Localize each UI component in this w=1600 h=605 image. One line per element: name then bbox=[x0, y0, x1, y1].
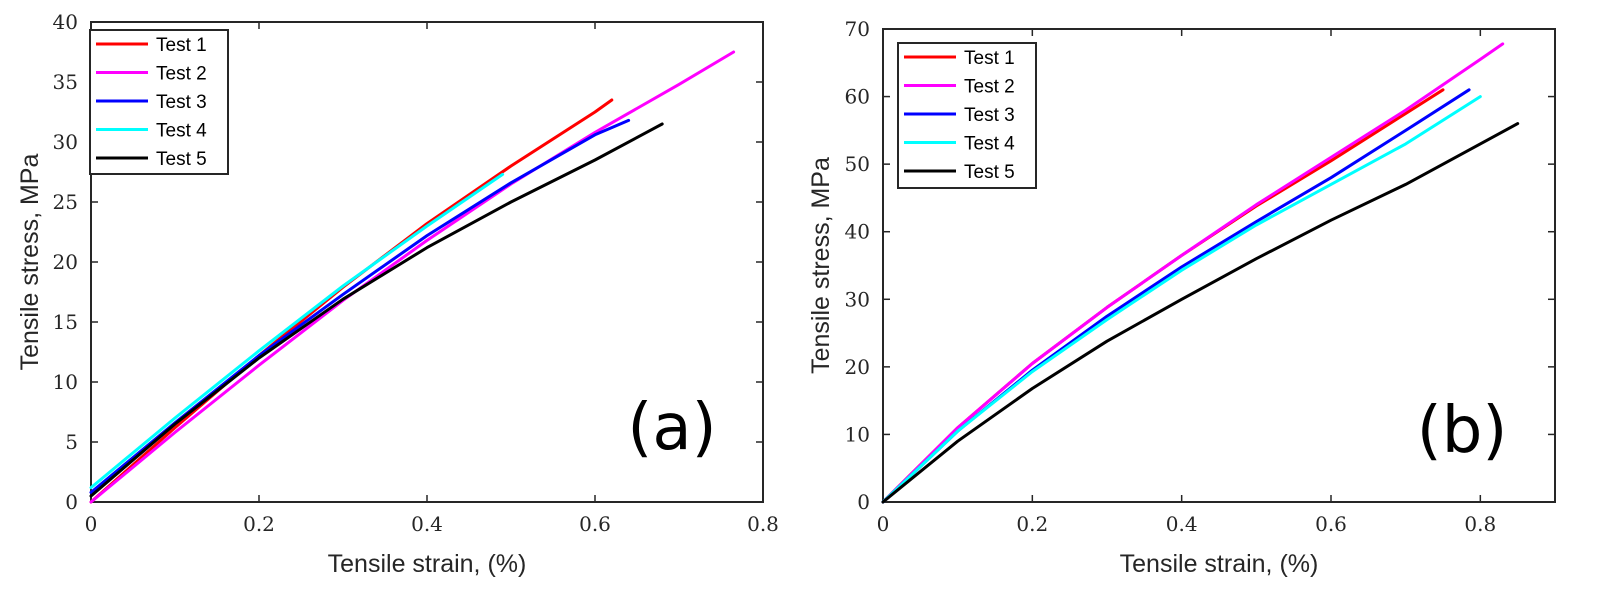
a-y-tick-label: 25 bbox=[53, 190, 78, 214]
b-legend-label-test-2: Test 2 bbox=[964, 77, 1015, 98]
b-legend-label-test-5: Test 5 bbox=[964, 162, 1015, 183]
b-y-tick-label: 70 bbox=[845, 17, 870, 41]
b-x-axis-label: Tensile strain, (%) bbox=[1120, 550, 1319, 578]
a-legend-label-test-2: Test 2 bbox=[156, 64, 207, 85]
a-x-tick-label: 0.4 bbox=[411, 512, 443, 536]
a-series-line-test-2 bbox=[89, 50, 736, 504]
a-y-axis-label: Tensile stress, MPa bbox=[16, 154, 44, 371]
b-y-axis-label: Tensile stress, MPa bbox=[807, 157, 835, 374]
a-legend-label-test-4: Test 4 bbox=[156, 121, 207, 142]
b-series-line-test-4 bbox=[881, 95, 1482, 504]
b-series-line-test-5 bbox=[881, 122, 1520, 504]
b-y-tick-label: 0 bbox=[857, 490, 870, 514]
a-y-tick-label: 5 bbox=[65, 430, 78, 454]
b-series-line-test-2 bbox=[881, 42, 1505, 504]
a-y-tick-label: 20 bbox=[53, 250, 78, 274]
b-y-tick-label: 10 bbox=[845, 422, 870, 446]
b-x-tick-label: 0.4 bbox=[1166, 512, 1198, 536]
b-x-tick-label: 0 bbox=[877, 512, 890, 536]
chart-b: 0 0.2 0.4 0.6 0.8 0 10 20 30 40 50 60 70 Tensile stra… bbox=[807, 17, 1556, 578]
b-x-tick-label: 0.6 bbox=[1315, 512, 1347, 536]
a-panel-label: (a) bbox=[627, 391, 716, 465]
b-y-tick-label: 60 bbox=[845, 85, 870, 109]
b-y-tick-label: 40 bbox=[845, 220, 870, 244]
a-x-tick-label: 0 bbox=[85, 512, 98, 536]
a-x-tick-label: 0.6 bbox=[579, 512, 611, 536]
b-panel-label: (b) bbox=[1417, 394, 1508, 468]
b-legend-label-test-4: Test 4 bbox=[964, 134, 1015, 155]
b-legend-label-test-3: Test 3 bbox=[964, 105, 1015, 126]
a-x-tick-label: 0.8 bbox=[747, 512, 779, 536]
a-series-line-test-5 bbox=[89, 122, 664, 498]
a-legend-label-test-3: Test 3 bbox=[156, 92, 207, 113]
a-y-tick-label: 0 bbox=[65, 490, 78, 514]
chart-a: 0 0.2 0.4 0.6 0.8 0 5 10 15 20 25 30 35 40 Tensile str… bbox=[16, 10, 779, 578]
a-y-tick-label: 35 bbox=[53, 70, 78, 94]
a-x-axis-label: Tensile strain, (%) bbox=[328, 550, 527, 578]
b-x-tick-label: 0.2 bbox=[1016, 512, 1048, 536]
b-x-tick-label: 0.8 bbox=[1464, 512, 1496, 536]
a-y-tick-label: 10 bbox=[53, 370, 78, 394]
a-y-tick-label: 15 bbox=[53, 310, 78, 334]
a-y-tick-label: 30 bbox=[53, 130, 78, 154]
a-y-tick-label: 40 bbox=[53, 10, 78, 34]
a-series-line-test-4 bbox=[89, 172, 505, 490]
a-legend-label-test-5: Test 5 bbox=[156, 149, 207, 170]
b-y-tick-label: 50 bbox=[845, 152, 870, 176]
a-x-tick-label: 0.2 bbox=[243, 512, 275, 536]
a-legend-label-test-1: Test 1 bbox=[156, 35, 207, 56]
b-y-tick-label: 20 bbox=[845, 355, 870, 379]
b-y-tick-label: 30 bbox=[845, 287, 870, 311]
b-legend-label-test-1: Test 1 bbox=[964, 48, 1015, 69]
